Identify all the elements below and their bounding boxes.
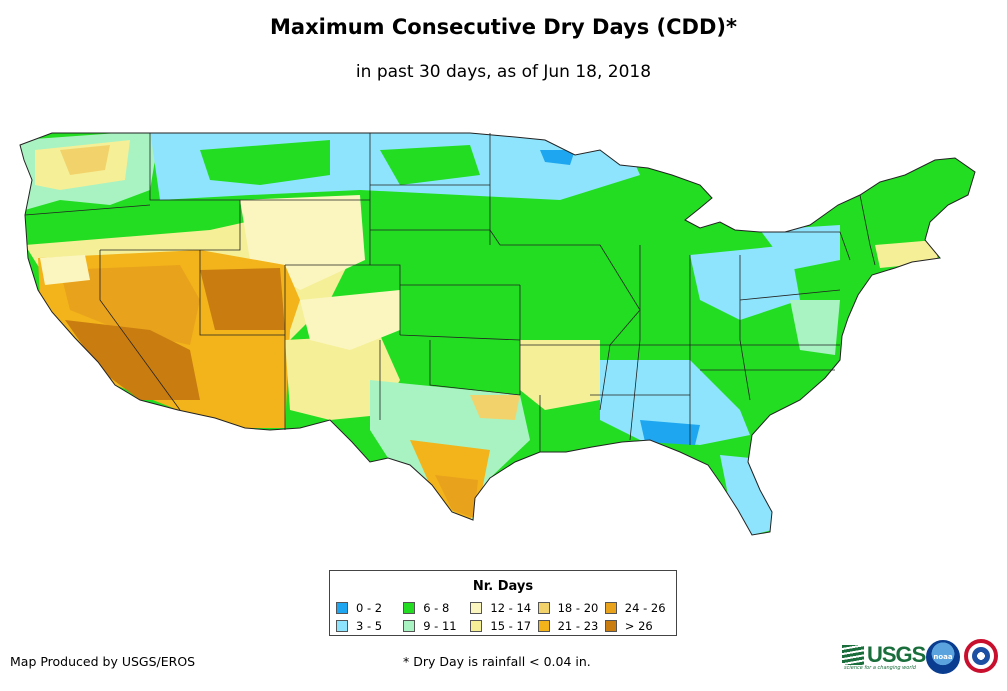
region-fl-3-5: [720, 455, 772, 535]
legend-box: Nr. Days 0 - 2 6 - 8 12 - 14 18 - 20 24 …: [329, 570, 677, 636]
border-nv-ut: [199, 250, 285, 336]
region-stx-24-26: [435, 475, 478, 518]
legend-label: 24 - 26: [624, 600, 666, 615]
legend-item-6-8: 6 - 8: [403, 600, 470, 615]
legend-label: 0 - 2: [356, 600, 383, 615]
legend-item-24-26: 24 - 26: [604, 600, 672, 615]
legend-item-0-2: 0 - 2: [336, 600, 403, 615]
border-ny-pa: [760, 231, 851, 261]
region-nevada-24-26: [60, 265, 200, 345]
usgs-wordmark: USGS: [867, 642, 926, 667]
border-vt-nh: [859, 194, 876, 266]
border-ok-tx: [429, 340, 521, 396]
border-wa-id: [149, 133, 240, 201]
region-ohio-3-5: [690, 245, 800, 320]
map-subtitle: in past 30 days, as of Jun 18, 2018: [355, 62, 652, 82]
legend-label: 3 - 5: [356, 618, 383, 633]
dry-day-footnote: * Dry Day is rainfall < 0.04 in.: [403, 654, 591, 669]
region-gulf-0-2: [640, 420, 700, 445]
legend-swatch: [403, 619, 416, 632]
legend-item-21-23: 21 - 23: [537, 618, 605, 633]
region-dakota-6-8: [380, 145, 480, 185]
legend-label: 6 - 8: [423, 600, 450, 615]
border-ca-nv: [99, 250, 181, 411]
legend-swatch: [470, 601, 483, 614]
legend-label: 15 - 17: [490, 618, 532, 633]
region-nca-12-14: [40, 255, 90, 285]
nws-seal-icon: [964, 639, 998, 673]
legend-item-18-20: 18 - 20: [537, 600, 605, 615]
legend-swatch: [336, 601, 348, 614]
map-title: Maximum Consecutive Dry Days (CDD)*: [270, 15, 737, 39]
state-borders: [24, 133, 876, 452]
cdd-color-field: [20, 133, 975, 535]
legend-title: Nr. Days: [472, 579, 534, 594]
legend-swatch: [537, 601, 550, 614]
region-utah-gt26: [200, 268, 285, 330]
legend-label: 12 - 14: [490, 600, 532, 615]
legend-swatch: [537, 619, 550, 632]
border-pa-md: [739, 289, 841, 301]
border-ks-ok: [399, 334, 521, 341]
legend-grid: 0 - 2 6 - 8 12 - 14 18 - 20 24 - 26 3 - …: [336, 600, 672, 633]
legend-label: > 26: [624, 618, 653, 633]
nws-seal-inner: [972, 647, 990, 665]
legend-label: 21 - 23: [557, 618, 599, 633]
region-minnesota-0-2: [540, 150, 575, 165]
usgs-wave-icon: [842, 645, 864, 665]
region-va-9-11: [790, 300, 840, 355]
usgs-tagline: science for a changing world: [844, 665, 916, 671]
legend-item-gt-26: > 26: [604, 618, 672, 633]
legend-swatch: [336, 619, 348, 632]
legend-swatch: [403, 601, 416, 614]
noaa-wordmark: noaa: [933, 653, 953, 661]
legend-item-3-5: 3 - 5: [336, 618, 403, 633]
legend-item-12-14: 12 - 14: [470, 600, 537, 615]
region-montana-6-8: [200, 140, 330, 185]
border-or-ca: [24, 204, 151, 216]
legend-swatch: [604, 601, 617, 614]
legend-item-15-17: 15 - 17: [470, 618, 537, 633]
region-tx-18-20: [470, 395, 520, 420]
border-il-in: [629, 245, 641, 441]
region-nw-18-20: [60, 145, 110, 175]
region-ny-3-5: [760, 225, 840, 270]
legend-label: 18 - 20: [557, 600, 599, 615]
legend-swatch: [470, 619, 483, 632]
legend-label: 9 - 11: [423, 618, 457, 633]
border-id-nv: [100, 200, 241, 251]
border-oh-pa: [739, 255, 751, 401]
usgs-logo: USGS: [842, 642, 926, 668]
legend-item-9-11: 9 - 11: [403, 618, 470, 633]
agency-logos: USGS science for a changing world noaa: [842, 638, 1002, 678]
border-co: [285, 264, 401, 335]
region-ok-15-17: [520, 340, 600, 410]
region-co-12-14: [300, 290, 400, 350]
border-mississippi: [599, 244, 641, 411]
region-se-3-5: [600, 360, 750, 445]
map-credit: Map Produced by USGS/EROS: [10, 654, 196, 669]
noaa-logo: noaa: [926, 640, 960, 674]
legend-swatch: [604, 619, 617, 632]
region-sca-gt26: [65, 320, 200, 400]
